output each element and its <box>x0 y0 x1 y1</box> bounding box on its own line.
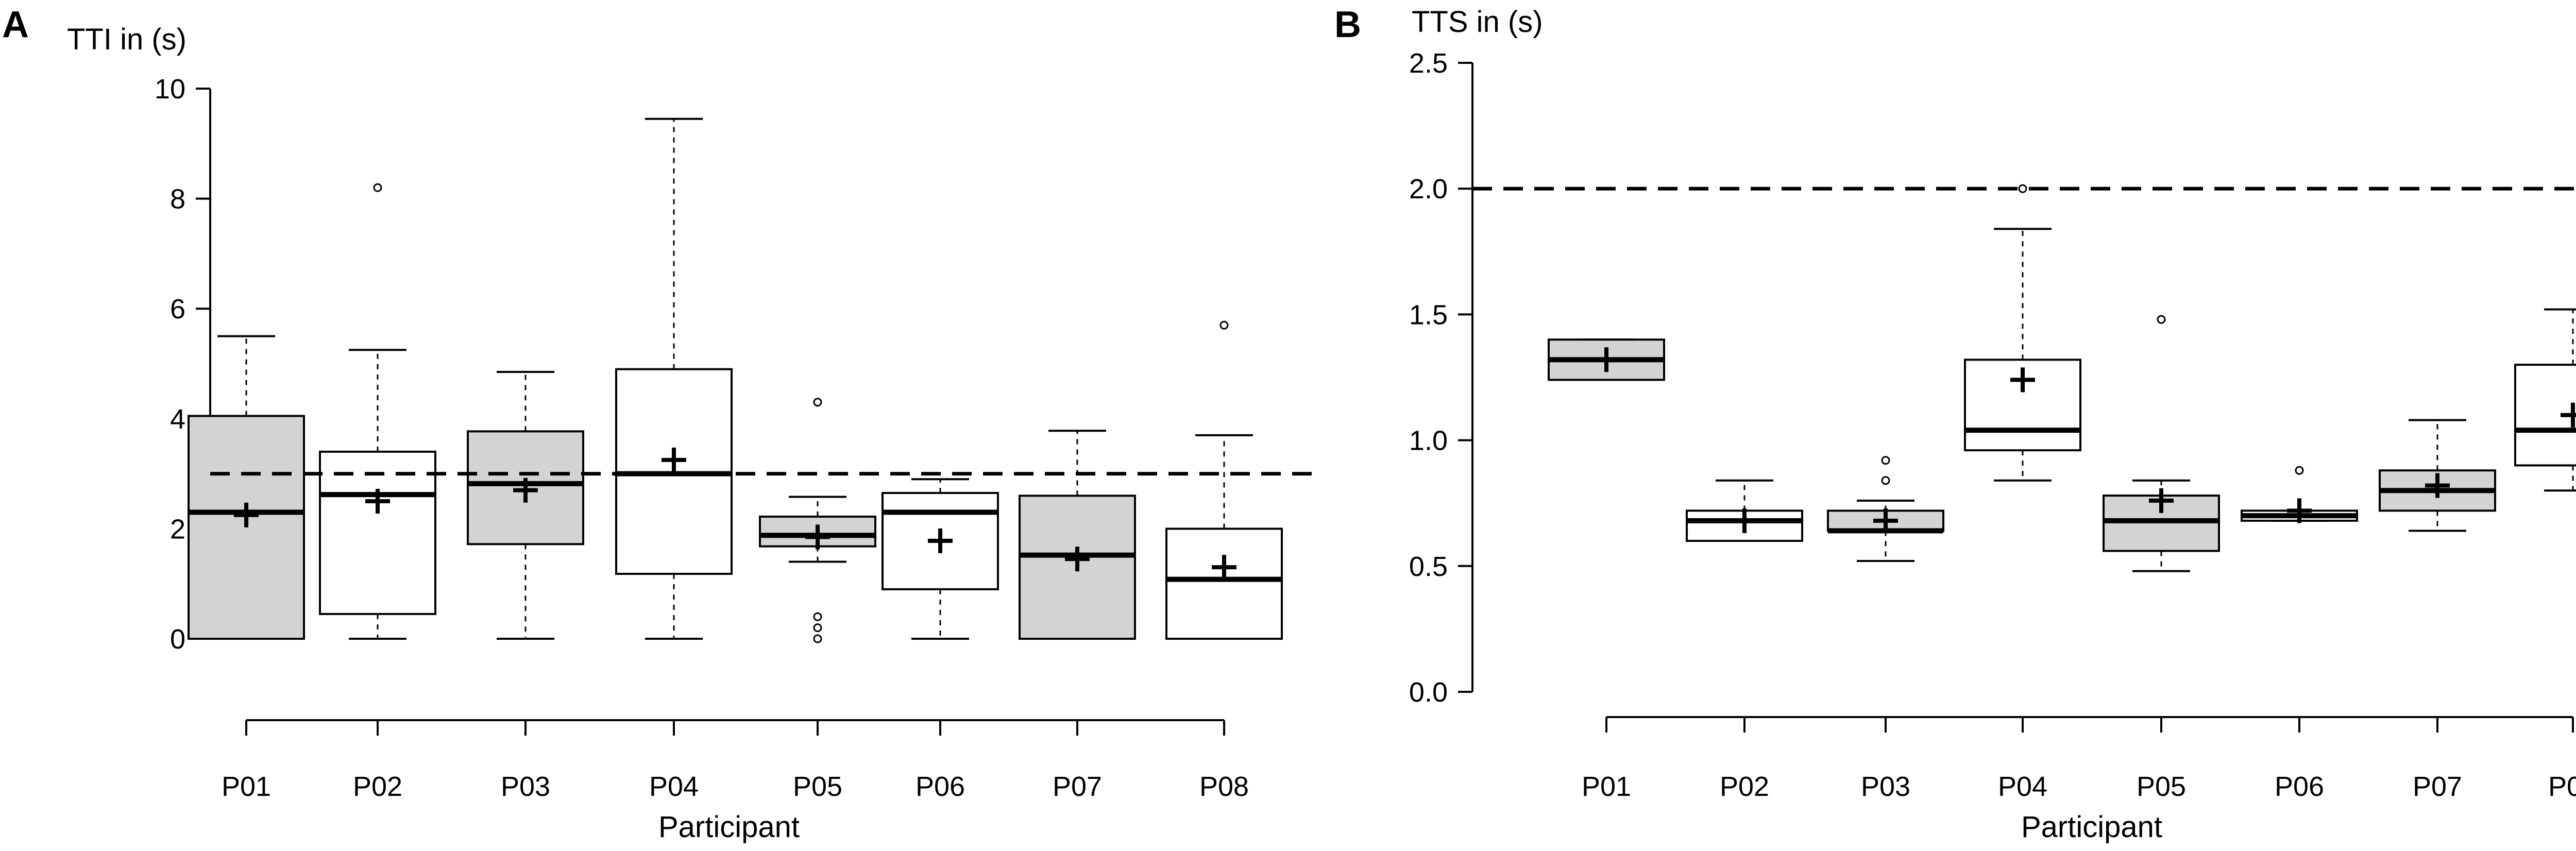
x-tick-label: P07 <box>2413 771 2462 802</box>
outlier-point <box>813 612 822 621</box>
box-p01 <box>188 335 305 640</box>
x-tick-label: P03 <box>501 771 550 802</box>
y-tick-label: 10 <box>155 74 185 105</box>
box-p01 <box>1548 338 1665 381</box>
outlier-point <box>2018 184 2027 193</box>
y-tick-label: 8 <box>170 184 185 215</box>
x-tick-label: P02 <box>1720 771 1769 802</box>
iqr-box <box>188 415 305 640</box>
box-p06 <box>2241 466 2358 523</box>
x-tick-label: P01 <box>1582 771 1631 802</box>
y-tick-label: 1.0 <box>1409 426 1448 456</box>
outlier-point <box>2157 315 2166 324</box>
outlier-point <box>1881 456 1890 465</box>
box-p02 <box>319 183 436 640</box>
y-axis-title: TTI in (s) <box>67 23 187 56</box>
y-axis-title: TTS in (s) <box>1412 5 1543 39</box>
box-p07 <box>2379 419 2496 532</box>
outlier-point <box>2295 466 2304 475</box>
box-p03 <box>467 371 584 640</box>
box-p06 <box>882 478 999 640</box>
x-axis-title: Participant <box>658 810 800 844</box>
box-p05 <box>2103 315 2220 572</box>
box-p02 <box>1686 479 1803 542</box>
x-axis-title: Participant <box>2021 810 2162 844</box>
outlier-point <box>813 634 822 643</box>
x-tick-label: P03 <box>1861 771 1910 802</box>
y-tick-label: 2.5 <box>1409 48 1448 79</box>
panel-letter: A <box>2 4 29 45</box>
iqr-box <box>1019 495 1136 640</box>
x-tick-label: P08 <box>2548 771 2576 802</box>
x-tick-label: P06 <box>916 771 965 802</box>
y-tick-label: 1.5 <box>1409 299 1448 330</box>
iqr-box <box>1165 527 1283 640</box>
y-tick-label: 0 <box>170 624 185 655</box>
x-tick-label: P04 <box>649 771 699 802</box>
x-tick-label: P01 <box>222 771 271 802</box>
y-tick-label: 4 <box>170 404 185 435</box>
x-tick-label: P06 <box>2275 771 2324 802</box>
x-tick-label: P07 <box>1053 771 1102 802</box>
y-tick-label: 6 <box>170 294 185 325</box>
panel-b: B TTS in (s) Participant 0.0 0.5 1.0 1.5 2.0 2.5… <box>1334 4 2576 844</box>
box-p08 <box>2514 308 2576 492</box>
x-tick-label: P05 <box>2137 771 2186 802</box>
x-tick-label: P02 <box>353 771 402 802</box>
outlier-point <box>813 398 822 407</box>
x-tick-label: P08 <box>1199 771 1249 802</box>
x-tick-label: P05 <box>793 771 842 802</box>
x-tick-label: P04 <box>1998 771 2047 802</box>
box-p03 <box>1827 456 1944 563</box>
box-p04 <box>1964 184 2081 482</box>
panel-a: A TTI in (s) Participant 0 2 4 6 8 10 P01 P02 P03 P0… <box>2 4 1319 844</box>
panel-letter: B <box>1334 4 1361 45</box>
outlier-point <box>1219 320 1229 330</box>
iqr-box <box>319 450 436 615</box>
outlier-point <box>373 183 382 192</box>
outlier-point <box>1881 476 1890 485</box>
box-p04 <box>615 117 733 640</box>
y-tick-label: 2 <box>170 514 185 544</box>
y-tick-label: 2.0 <box>1409 174 1448 205</box>
box-p07 <box>1019 430 1136 640</box>
box-p05 <box>759 398 876 643</box>
y-tick-label: 0.0 <box>1409 677 1448 708</box>
y-tick-label: 0.5 <box>1409 551 1448 582</box>
outlier-point <box>813 623 822 633</box>
box-p08 <box>1165 320 1283 640</box>
